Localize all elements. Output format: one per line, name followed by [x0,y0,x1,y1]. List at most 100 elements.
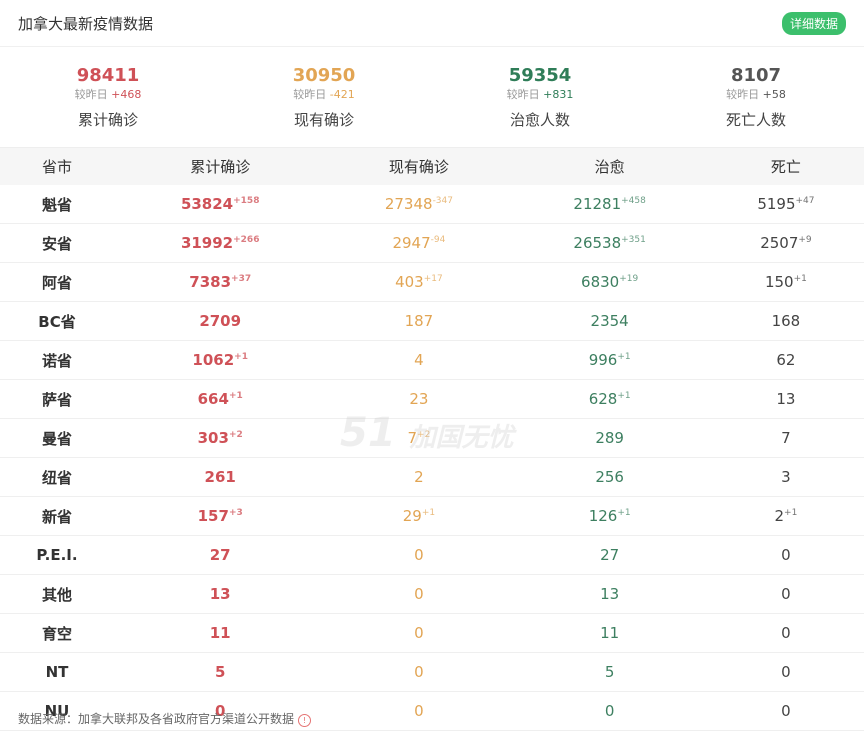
table-cell: 0 [707,691,864,731]
summary-delta: 较昨日 +468 [74,88,142,101]
table-cell: 2507+9 [707,223,864,263]
table-cell: 29+1 [326,496,512,536]
table-row: 安省 31992+266 2947-94 26538+351 2507+9 [0,223,864,263]
table-header-row: 省市 累计确诊 现有确诊 治愈 死亡 [0,148,864,185]
province-name: BC省 [0,301,114,341]
table-cell: 27348-347 [326,185,512,224]
province-name: 安省 [0,223,114,263]
delta: +19 [619,274,639,284]
table-cell: 0 [114,691,327,731]
table-cell: 53824+158 [114,185,327,224]
table-cell: 256 [511,457,708,497]
table-cell: 0 [326,652,512,692]
table-cell: 996+1 [511,340,708,380]
delta: +1 [421,508,436,518]
header: 加拿大最新疫情数据 详细数据 [0,0,864,47]
table-row: 阿省 7383+37 403+17 6830+19 150+1 [0,262,864,302]
delta: -347 [432,196,453,206]
table-cell: 4 [326,340,512,380]
table-cell: 5195+47 [707,185,864,224]
delta: +158 [233,196,260,206]
summary-label: 现有确诊 [293,111,354,129]
province-name: NT [0,652,114,692]
summary-delta: 较昨日 +831 [506,88,574,101]
delta: +17 [423,274,443,284]
delta: +266 [233,235,260,245]
detail-data-button[interactable]: 详细数据 [781,11,846,35]
table-cell: 13 [707,379,864,419]
table-cell: 11 [114,613,327,653]
table-row: 诺省 1062+1 4 996+1 62 [0,340,864,380]
table-cell: 31992+266 [114,223,327,263]
table-cell: 157+3 [114,496,327,536]
summary-label: 死亡人数 [725,111,786,129]
table-cell: 0 [707,613,864,653]
table-row: NT 5 0 5 0 [0,652,864,692]
province-name: 曼省 [0,418,114,458]
summary-value: 98411 [76,65,140,86]
footer: 数据来源：加拿大联邦及各省政府官方渠道公开数据! [18,710,312,727]
table-cell: 27 [511,535,708,575]
table-cell: 13 [114,574,327,614]
delta: +37 [231,274,252,284]
table-row: 纽省 261 2 256 3 [0,457,864,497]
delta: -94 [430,235,446,245]
column-header: 治愈 [511,148,708,185]
table-cell: 7+2 [326,418,512,458]
province-name: 新省 [0,496,114,536]
province-name: 纽省 [0,457,114,497]
column-header: 累计确诊 [114,148,327,185]
table-row: 萨省 664+1 23 628+1 13 [0,379,864,419]
province-name: 其他 [0,574,114,614]
delta: +351 [621,235,646,245]
delta: +1 [617,391,631,401]
table-cell: 2+1 [707,496,864,536]
table-row: 魁省 53824+158 27348-347 21281+458 5195+47 [0,185,864,224]
table-cell: 289 [511,418,708,458]
delta: +47 [795,196,815,206]
delta: +1 [617,352,631,362]
province-name: 魁省 [0,185,114,224]
column-header: 现有确诊 [326,148,512,185]
table-row: NU 0 0 0 0 [0,691,864,731]
delta: +3 [228,508,243,518]
table-row: P.E.I. 27 0 27 0 [0,535,864,575]
summary-value: 8107 [730,65,782,86]
table-cell: 0 [326,691,512,731]
table-cell: 27 [114,535,327,575]
summary-delta: 较昨日 +58 [726,88,786,101]
summary-item: 98411 较昨日 +468 累计确诊 [0,47,216,147]
data-source-text: 数据来源：加拿大联邦及各省政府官方渠道公开数据 [18,712,295,726]
summary-label: 治愈人数 [509,111,570,129]
delta: +2 [228,430,243,440]
table-cell: 187 [326,301,512,341]
delta: +1 [617,508,631,518]
summary-item: 59354 较昨日 +831 治愈人数 [432,47,648,147]
province-name: NU [0,691,114,731]
table-cell: 303+2 [114,418,327,458]
province-name: P.E.I. [0,535,114,575]
table-cell: 168 [707,301,864,341]
province-table: 省市 累计确诊 现有确诊 治愈 死亡 魁省 53824+158 27348-347 21281… [0,148,864,731]
table-cell: 2 [326,457,512,497]
table-cell: 2354 [511,301,708,341]
table-cell: 3 [707,457,864,497]
info-icon[interactable]: ! [298,714,312,727]
page-title: 加拿大最新疫情数据 [18,14,154,33]
table-cell: 0 [707,535,864,575]
column-header: 死亡 [707,148,864,185]
table-cell: 2709 [114,301,327,341]
table-cell: 26538+351 [511,223,708,263]
table-row: 其他 13 0 13 0 [0,574,864,614]
delta: +1 [784,508,798,518]
table-cell: 0 [326,535,512,575]
summary-value: 30950 [292,65,356,86]
summary-item: 8107 较昨日 +58 死亡人数 [648,47,864,147]
table-cell: 62 [707,340,864,380]
summary-label: 累计确诊 [77,111,138,129]
delta: +1 [228,391,243,401]
table-cell: 261 [114,457,327,497]
table-cell: 5 [511,652,708,692]
table-cell: 7383+37 [114,262,327,302]
table-cell: 5 [114,652,327,692]
